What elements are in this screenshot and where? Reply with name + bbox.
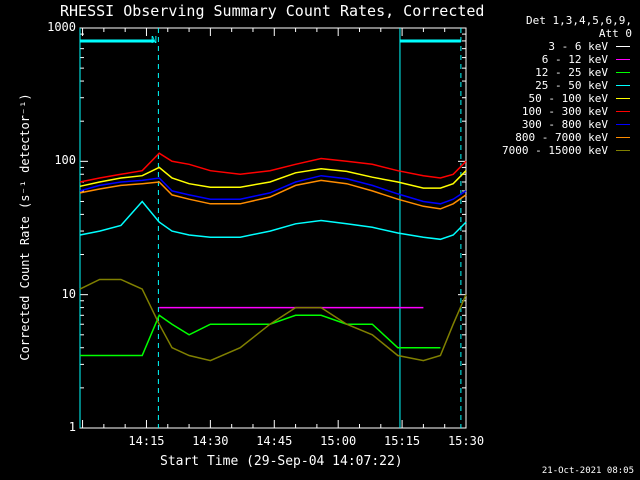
legend-label: 300 - 800 keV: [521, 118, 608, 131]
legend-item: 800 - 7000 keV: [472, 131, 632, 144]
legend-item: 6 - 12 keV: [472, 53, 632, 66]
legend-label: 25 - 50 keV: [535, 79, 608, 92]
legend-label: 3 - 6 keV: [548, 40, 608, 53]
plot-frame: [79, 27, 467, 429]
y-tick-label: 1: [68, 420, 76, 434]
legend-label: 50 - 100 keV: [528, 92, 608, 105]
y-tick-label: 100: [54, 153, 76, 168]
x-tick-label: 15:15: [384, 434, 421, 448]
legend-header: Att 0: [598, 27, 632, 40]
x-tick-label: 14:45: [256, 434, 293, 448]
legend-label: 7000 - 15000 keV: [502, 144, 608, 157]
series-line-7000-15000-kev: [79, 278, 467, 362]
legend-header: Det 1,3,4,5,6,9,: [526, 14, 632, 27]
x-tick-label: 14:30: [192, 434, 229, 448]
annotation-n: N: [151, 35, 158, 46]
y-tick-label: 1000: [47, 20, 76, 34]
series-line-100-300-kev: [79, 152, 467, 183]
x-tick-label: 15:30: [447, 434, 485, 448]
legend-item: 12 - 25 keV: [472, 66, 632, 79]
legend-label: 12 - 25 keV: [535, 66, 608, 79]
legend-swatch: [616, 111, 630, 112]
legend-item: 100 - 300 keV: [472, 105, 632, 118]
legend-swatch: [616, 98, 630, 99]
legend-label: 6 - 12 keV: [541, 53, 608, 66]
series-line-12-25-kev: [80, 314, 441, 357]
legend-item: 25 - 50 keV: [472, 79, 632, 92]
series-line-50-100-kev: [79, 166, 467, 189]
series-line-800-7000-kev: [79, 179, 467, 210]
legend-swatch: [616, 59, 630, 60]
legend-item: 50 - 100 keV: [472, 92, 632, 105]
x-tick-label: 14:15: [128, 434, 165, 448]
legend-swatch: [616, 46, 630, 47]
timestamp-stamp: 21-Oct-2021 08:05: [541, 466, 634, 476]
legend-swatch: [616, 124, 630, 125]
legend-swatch: [616, 137, 630, 138]
legend-item: 3 - 6 keV: [472, 40, 632, 53]
x-axis-label: Start Time (29-Sep-04 14:07:22): [160, 454, 403, 469]
x-tick-label: 15:00: [320, 434, 357, 448]
legend-label: 100 - 300 keV: [521, 105, 608, 118]
legend-swatch: [616, 150, 630, 151]
chart-title: RHESSI Observing Summary Count Rates, Co…: [60, 2, 485, 20]
legend-label: 800 - 7000 keV: [515, 131, 608, 144]
y-tick-label: 10: [61, 286, 76, 301]
legend-item: 300 - 800 keV: [472, 118, 632, 131]
legend-item: 7000 - 15000 keV: [472, 144, 632, 157]
legend-swatch: [616, 85, 630, 86]
series-line-300-800-kev: [79, 174, 467, 205]
series-line-25-50-kev: [79, 200, 467, 241]
legend-swatch: [616, 72, 630, 73]
y-axis-label: Corrected Count Rate (s⁻¹ detector⁻¹): [18, 93, 32, 361]
